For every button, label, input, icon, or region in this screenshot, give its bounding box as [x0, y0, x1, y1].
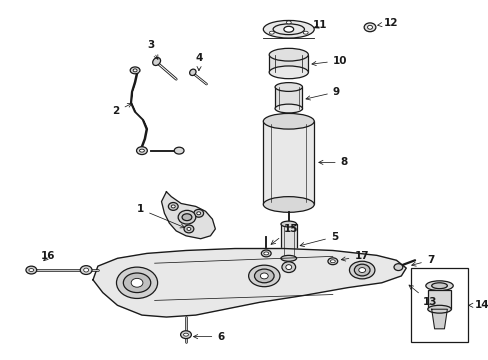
Text: 3: 3	[146, 40, 158, 59]
Ellipse shape	[269, 48, 308, 61]
Text: 15: 15	[270, 224, 298, 244]
Ellipse shape	[183, 225, 193, 233]
Ellipse shape	[174, 147, 183, 154]
Ellipse shape	[152, 58, 160, 66]
Ellipse shape	[263, 113, 314, 129]
Ellipse shape	[193, 210, 203, 217]
Ellipse shape	[263, 252, 268, 255]
Ellipse shape	[425, 281, 452, 291]
Ellipse shape	[182, 214, 191, 221]
Text: 4: 4	[195, 53, 203, 71]
Text: 11: 11	[313, 20, 327, 30]
Text: 13: 13	[408, 285, 436, 307]
Ellipse shape	[263, 21, 314, 38]
Ellipse shape	[254, 269, 274, 283]
Ellipse shape	[130, 67, 140, 74]
Ellipse shape	[123, 273, 150, 293]
Ellipse shape	[83, 268, 88, 272]
Ellipse shape	[303, 31, 307, 34]
Ellipse shape	[168, 203, 178, 210]
Ellipse shape	[275, 104, 302, 113]
Ellipse shape	[189, 69, 196, 76]
Ellipse shape	[367, 25, 372, 29]
Ellipse shape	[178, 210, 195, 224]
Ellipse shape	[131, 278, 142, 287]
Ellipse shape	[26, 266, 37, 274]
Ellipse shape	[171, 205, 175, 208]
Ellipse shape	[183, 333, 188, 336]
Text: 14: 14	[468, 300, 488, 310]
Text: 8: 8	[318, 157, 347, 167]
Ellipse shape	[349, 261, 374, 279]
Ellipse shape	[358, 267, 365, 273]
Ellipse shape	[186, 228, 190, 230]
Ellipse shape	[248, 265, 280, 287]
Ellipse shape	[393, 264, 402, 271]
Ellipse shape	[327, 258, 337, 265]
Ellipse shape	[260, 273, 267, 279]
Text: 6: 6	[193, 332, 224, 342]
Ellipse shape	[80, 266, 92, 274]
Ellipse shape	[139, 149, 144, 152]
Ellipse shape	[281, 221, 296, 227]
Text: 1: 1	[137, 204, 184, 228]
Ellipse shape	[427, 305, 450, 313]
Ellipse shape	[281, 255, 296, 261]
Ellipse shape	[275, 82, 302, 91]
Text: 5: 5	[300, 232, 337, 247]
Ellipse shape	[180, 331, 191, 339]
Bar	[269, 55, 308, 72]
Ellipse shape	[136, 147, 147, 154]
Ellipse shape	[261, 250, 271, 257]
Ellipse shape	[269, 31, 274, 34]
Bar	[410, 268, 467, 342]
Ellipse shape	[116, 267, 157, 298]
Text: 9: 9	[305, 87, 339, 100]
Text: 10: 10	[311, 55, 346, 66]
Text: 7: 7	[411, 255, 433, 266]
Ellipse shape	[431, 283, 447, 289]
Ellipse shape	[284, 26, 293, 32]
Text: 17: 17	[341, 251, 368, 261]
Ellipse shape	[285, 265, 291, 270]
Ellipse shape	[29, 269, 34, 271]
Polygon shape	[431, 309, 447, 329]
Bar	[427, 290, 450, 309]
Text: 16: 16	[41, 251, 56, 261]
Ellipse shape	[273, 24, 304, 35]
Polygon shape	[93, 248, 406, 317]
Ellipse shape	[364, 23, 375, 32]
Bar	[281, 224, 296, 258]
Polygon shape	[161, 192, 215, 239]
Text: 2: 2	[112, 103, 132, 117]
Ellipse shape	[286, 21, 291, 24]
Bar	[263, 121, 314, 204]
Bar	[275, 87, 302, 109]
Ellipse shape	[354, 264, 369, 276]
Ellipse shape	[196, 212, 200, 215]
Ellipse shape	[269, 66, 308, 79]
Text: 12: 12	[377, 18, 397, 28]
Ellipse shape	[263, 197, 314, 212]
Ellipse shape	[133, 69, 137, 72]
Ellipse shape	[330, 260, 335, 263]
Ellipse shape	[282, 262, 295, 273]
